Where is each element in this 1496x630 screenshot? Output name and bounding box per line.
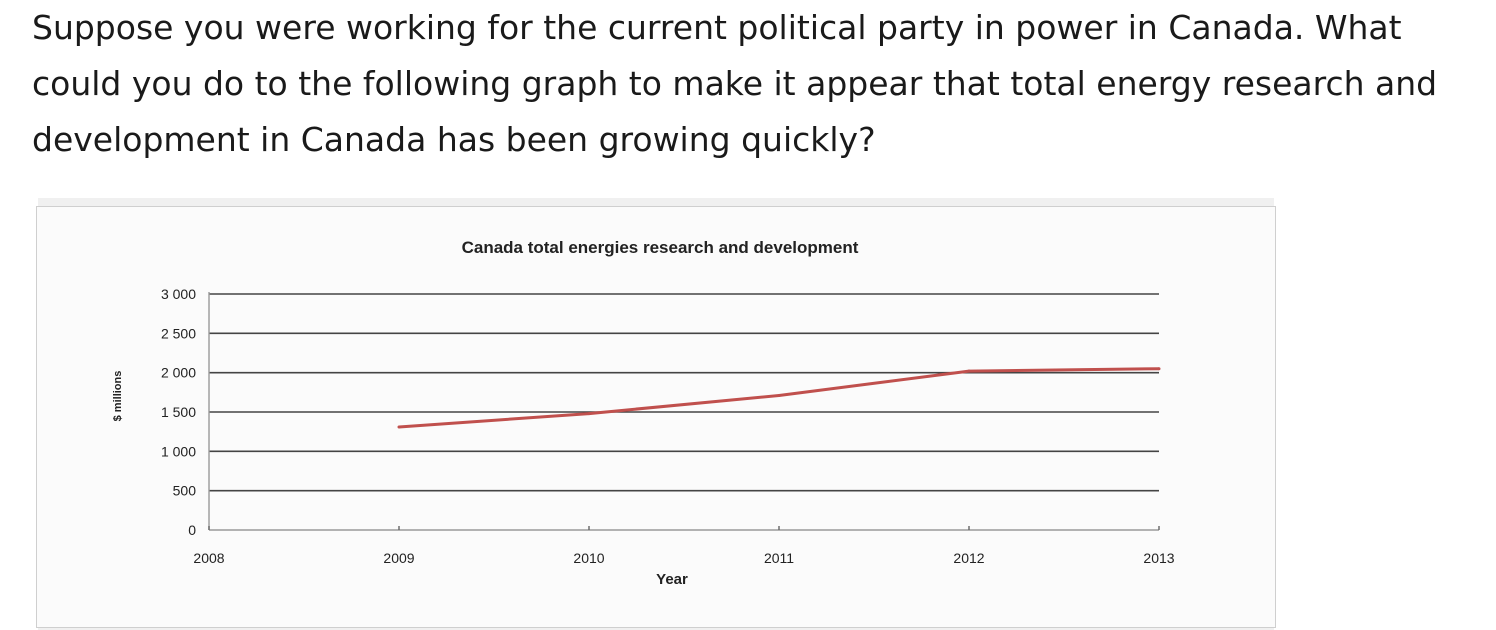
x-axis-label: Year [656, 571, 688, 588]
x-tick-label: 2009 [383, 550, 414, 566]
y-tick-label: 1 500 [161, 404, 196, 420]
question-text: Suppose you were working for the current… [32, 8, 1438, 159]
y-tick-label: 500 [173, 483, 197, 499]
x-tick-label: 2011 [764, 550, 794, 566]
x-tick-label: 2010 [573, 550, 604, 566]
data-point [397, 425, 401, 429]
y-tick-labels: 0 500 1 000 1 500 2 000 2 500 3 000 [161, 286, 196, 538]
series-line [398, 367, 1160, 429]
y-tick-label: 2 500 [161, 325, 196, 341]
chart-frame [36, 206, 1276, 628]
data-point [777, 393, 781, 397]
x-tick-label: 2012 [953, 550, 984, 566]
x-tick-label: 2008 [193, 550, 224, 566]
y-tick-label: 3 000 [161, 286, 196, 302]
data-point [587, 412, 591, 416]
data-point [967, 369, 971, 373]
y-tick-label: 0 [188, 522, 196, 538]
y-tick-label: 1 000 [161, 443, 196, 459]
gridlines [208, 292, 1160, 531]
chart-title: Canada total energies research and devel… [462, 238, 859, 257]
x-tick-labels: 2008 2009 2010 2011 2012 2013 [193, 550, 1174, 566]
y-axis-label: $ millions [112, 371, 124, 422]
data-point [1157, 367, 1161, 371]
data-series [397, 367, 1161, 429]
y-tick-label: 2 000 [161, 365, 196, 381]
x-tick-label: 2013 [1143, 550, 1174, 566]
